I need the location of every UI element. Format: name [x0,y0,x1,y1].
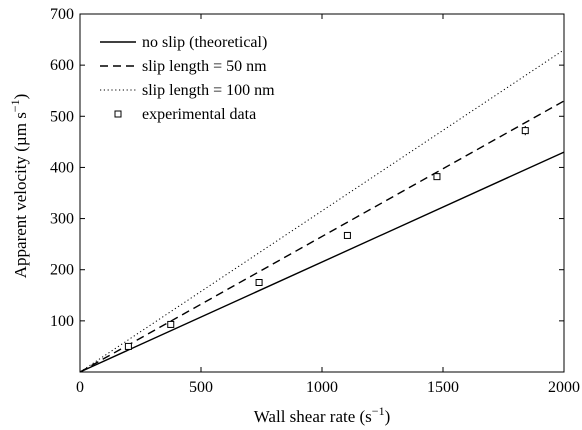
data-point [521,127,529,135]
data-point [124,342,132,350]
data-point [433,173,441,181]
legend-label: slip length = 50 nm [142,58,267,75]
y-axis-label: Apparent velocity (µm s−1) [8,94,30,279]
series-layer [79,49,565,373]
data-point [167,320,175,328]
y-tick-label: 200 [50,262,74,279]
x-tick-label: 0 [76,379,84,396]
y-tick-label: 700 [50,6,74,23]
y-tick-label: 300 [50,211,74,228]
series-line-dashed [79,100,565,373]
y-tick-label: 400 [50,159,74,176]
data-point [343,231,351,239]
x-tick-label: 1500 [427,379,459,396]
y-tick-label: 600 [50,57,74,74]
y-tick-label: 100 [50,313,74,330]
data-point [255,279,263,286]
legend-label: slip length = 100 nm [142,82,275,99]
legend: no slip (theoretical) slip length = 50 nm… [100,34,275,123]
tick-layer: 0 500 1000 1500 2000 100 200 300 400 500 600 700 [50,6,580,396]
legend-label: experimental data [142,106,256,123]
x-tick-label: 2000 [548,379,580,396]
y-tick-label: 500 [50,108,74,125]
x-tick-label: 1000 [306,379,338,396]
series-line-solid [79,151,565,373]
x-axis-label: Wall shear rate (s−1) [254,404,391,426]
legend-marker [114,110,122,118]
legend-label: no slip (theoretical) [142,34,267,51]
x-tick-label: 500 [189,379,213,396]
